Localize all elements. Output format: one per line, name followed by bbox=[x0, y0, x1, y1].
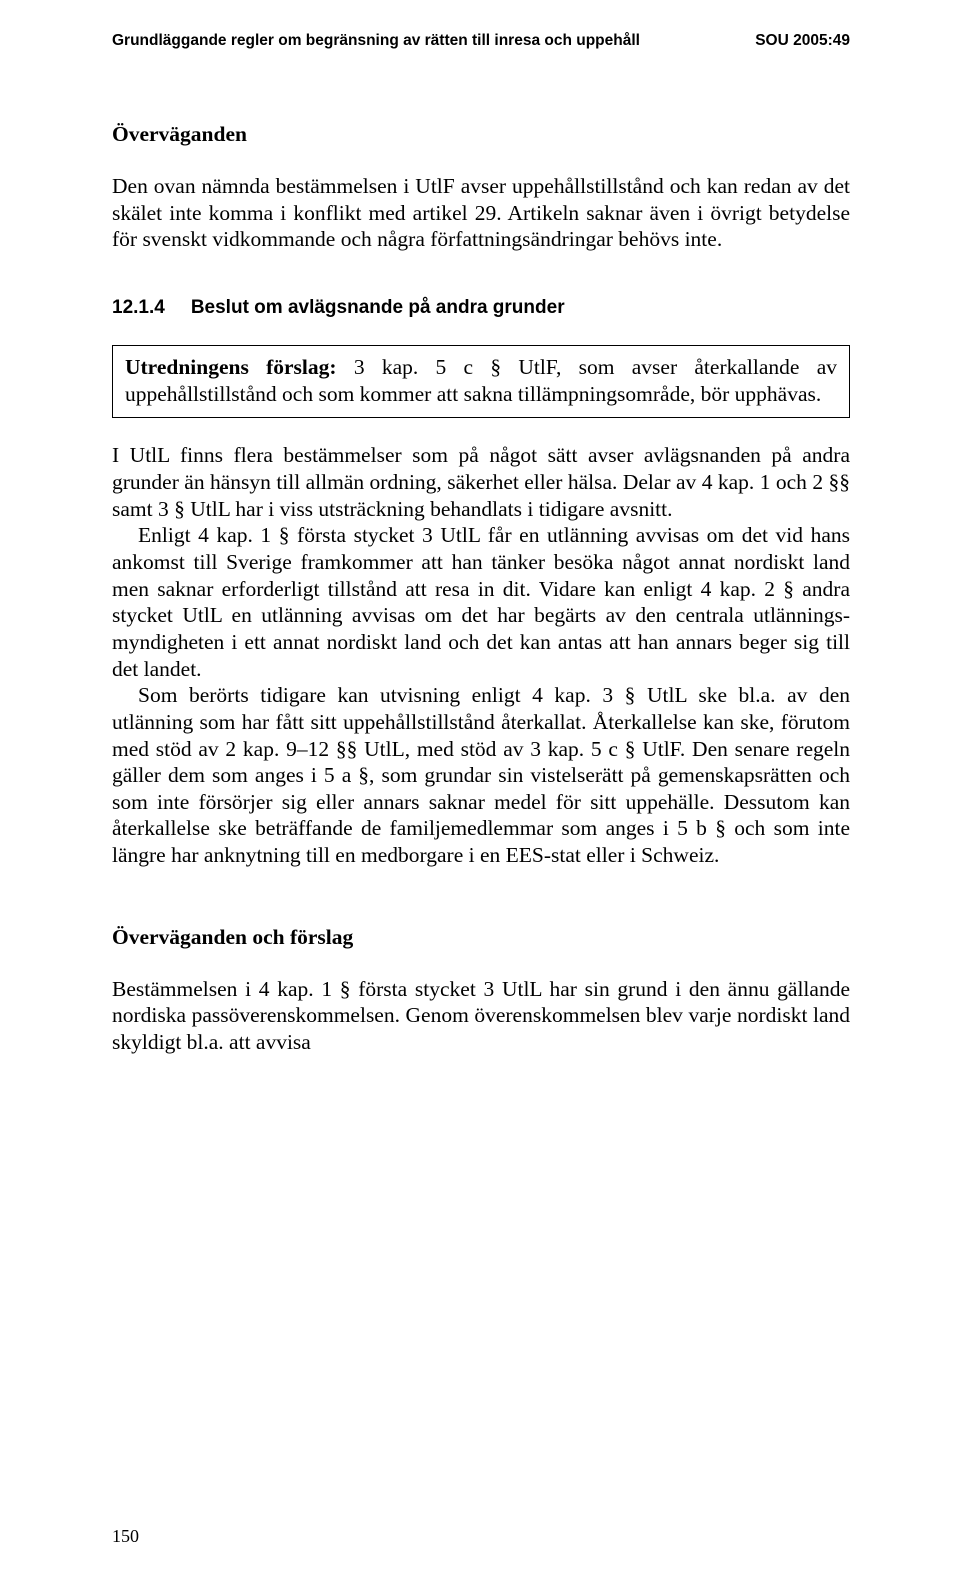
numbered-heading: 12.1.4 Beslut om avlägsnande på andra gr… bbox=[112, 297, 850, 319]
body-p1: I UtlL finns flera bestämmelser som på n… bbox=[112, 442, 850, 522]
proposal-box: Utredningens förslag: 3 kap. 5 c § UtlF,… bbox=[112, 345, 850, 418]
running-header: Grundläggande regler om begränsning av r… bbox=[112, 32, 850, 50]
heading-text: Beslut om avlägsnande på andra grunder bbox=[191, 297, 565, 319]
heading-number: 12.1.4 bbox=[112, 297, 165, 319]
proposal-text: Utredningens förslag: 3 kap. 5 c § UtlF,… bbox=[125, 354, 837, 407]
section-title-overvaganden-forslag: Överväganden och förslag bbox=[112, 925, 850, 950]
proposal-label: Utredningens förslag: bbox=[125, 355, 337, 379]
section2-paragraph: Bestämmelsen i 4 kap. 1 § första stycket… bbox=[112, 976, 850, 1056]
header-left: Grundläggande regler om begränsning av r… bbox=[112, 32, 640, 50]
page-number: 150 bbox=[112, 1526, 139, 1547]
body-p3: Som berörts tidigare kan utvisning enlig… bbox=[112, 682, 850, 869]
document-page: Grundläggande regler om begränsning av r… bbox=[0, 0, 960, 1595]
section1-paragraph: Den ovan nämnda bestämmelsen i UtlF avse… bbox=[112, 173, 850, 253]
body-p2: Enligt 4 kap. 1 § första stycket 3 UtlL … bbox=[112, 522, 850, 682]
header-right: SOU 2005:49 bbox=[755, 32, 850, 50]
section-title-overvaganden: Överväganden bbox=[112, 122, 850, 147]
